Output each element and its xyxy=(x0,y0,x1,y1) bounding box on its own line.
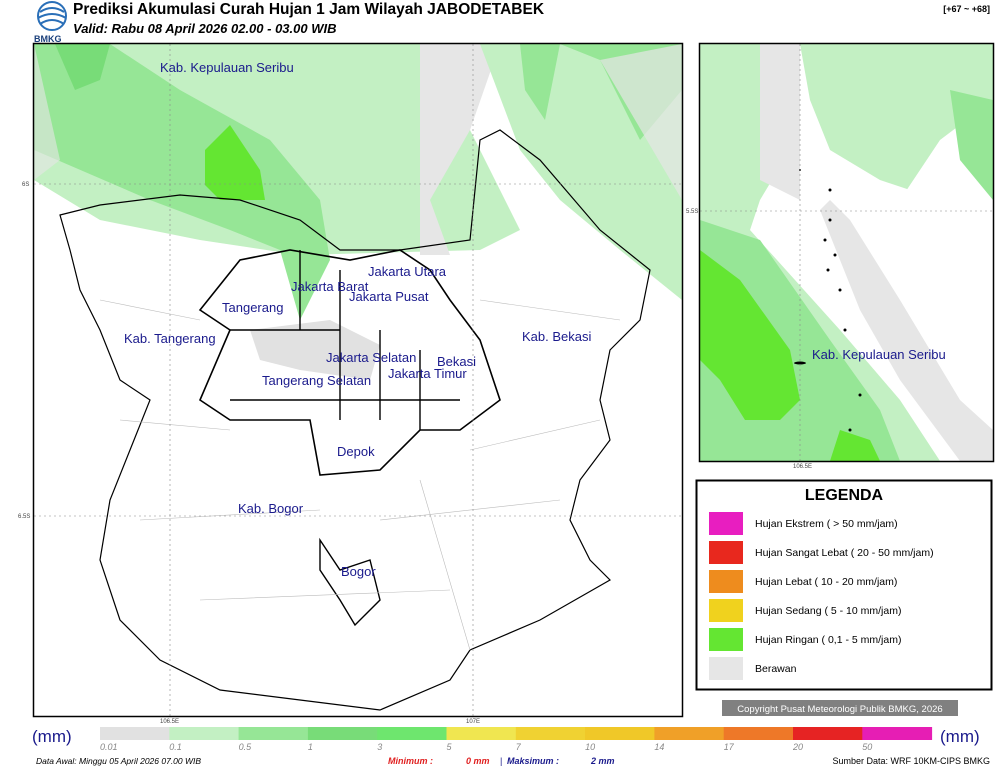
region-label: Jakarta Pusat xyxy=(349,289,429,304)
valid-time: Valid: Rabu 08 April 2026 02.00 - 03.00 … xyxy=(73,21,336,36)
colorbar-segment xyxy=(654,727,725,740)
colorbar-segment xyxy=(793,727,863,740)
region-label: Jakarta Utara xyxy=(368,264,447,279)
legend-swatch xyxy=(709,628,743,651)
legend-title: LEGENDA xyxy=(805,487,884,504)
colorbar-tick: 0.1 xyxy=(169,742,182,752)
region-label: Jakarta Timur xyxy=(388,366,467,381)
colorbar-segment xyxy=(585,727,655,740)
colorbar-tick: 50 xyxy=(862,742,872,752)
lon-tick: 106.5E xyxy=(160,719,179,725)
inset-frame xyxy=(698,42,995,463)
region-label: Jakarta Barat xyxy=(291,279,369,294)
logo: BMKG xyxy=(34,1,67,44)
legend-box xyxy=(695,479,993,691)
lat-tick: 5.5S xyxy=(686,209,698,215)
region-label: Kab. Kepulauan Seribu xyxy=(160,60,294,75)
region-label: Jakarta Selatan xyxy=(326,350,416,365)
colorbar-segment xyxy=(238,727,309,740)
region-label: Kab. Tangerang xyxy=(124,331,216,346)
lon-tick: 106.5E xyxy=(793,464,812,470)
region-label: Bogor xyxy=(341,564,376,579)
max-label: Maksimum : xyxy=(507,756,559,766)
region-label: Bekasi xyxy=(437,354,476,369)
colorbar-segment xyxy=(377,727,447,740)
colorbar-tick: 5 xyxy=(447,742,453,752)
colorbar-tick: 7 xyxy=(516,742,522,752)
copyright: Copyright Pusat Meteorologi Publik BMKG,… xyxy=(737,704,942,715)
colorbar-segment xyxy=(723,727,794,740)
logo-text: BMKG xyxy=(34,34,62,44)
colorbar-segment xyxy=(862,727,933,740)
region-label: Depok xyxy=(337,444,375,459)
legend-label: Hujan Lebat ( 10 - 20 mm/jam) xyxy=(755,576,897,588)
data-awal: Data Awal: Minggu 05 April 2026 07.00 WI… xyxy=(36,756,201,766)
colorbar-unit: (mm) xyxy=(940,727,980,746)
lat-tick: 6S xyxy=(22,182,29,188)
lat-tick: 6.5S xyxy=(18,514,30,520)
colorbar-segment xyxy=(515,727,586,740)
region-label: Kab. Bekasi xyxy=(522,329,591,344)
copyright-box xyxy=(722,700,958,716)
colorbar-tick: 1 xyxy=(308,742,313,752)
legend-swatch xyxy=(709,657,743,680)
colorbar-segment xyxy=(100,727,170,740)
colorbar-tick: 3 xyxy=(377,742,382,752)
region-label: Kab. Kepulauan Seribu xyxy=(812,347,946,362)
legend-swatch xyxy=(709,512,743,535)
region-label: Tangerang Selatan xyxy=(262,373,371,388)
inset-map: Kab. Kepulauan Seribu xyxy=(700,44,993,461)
source: Sumber Data: WRF 10KM-CIPS BMKG xyxy=(832,756,990,766)
legend-label: Berawan xyxy=(755,663,797,675)
colorbar-tick: 17 xyxy=(724,742,735,752)
colorbar-segment xyxy=(446,727,517,740)
main-map: Kab. Kepulauan Seribu Jakarta Utara Jaka… xyxy=(34,44,682,716)
max-value: 2 mm xyxy=(590,756,615,766)
legend-label: Hujan Ringan ( 0,1 - 5 mm/jam) xyxy=(755,634,901,646)
legend-swatch xyxy=(709,541,743,564)
legend-label: Hujan Ekstrem ( > 50 mm/jam) xyxy=(755,518,898,530)
colorbar-tick: 10 xyxy=(585,742,595,752)
legend-swatch xyxy=(709,570,743,593)
legend-label: Hujan Sedang ( 5 - 10 mm/jam) xyxy=(755,605,901,617)
colorbar-segment xyxy=(169,727,240,740)
min-label: Minimum : xyxy=(388,756,433,766)
region-label: Tangerang xyxy=(222,300,283,315)
colorbar-tick: 14 xyxy=(654,742,664,752)
colorbar-unit: (mm) xyxy=(32,727,72,746)
colorbar-segment xyxy=(307,727,378,740)
region-label: Kab. Bogor xyxy=(238,501,304,516)
separator: | xyxy=(500,756,502,766)
colorbar-tick: 0.01 xyxy=(100,742,118,752)
colorbar-tick: 0.5 xyxy=(239,742,253,752)
legend-label: Hujan Sangat Lebat ( 20 - 50 mm/jam) xyxy=(755,547,934,559)
legend-swatch xyxy=(709,599,743,622)
colorbar-tick: 20 xyxy=(792,742,803,752)
title: Prediksi Akumulasi Curah Hujan 1 Jam Wil… xyxy=(73,1,545,18)
step: [+67 ~ +68] xyxy=(943,4,990,14)
map-frame xyxy=(32,42,684,718)
min-value: 0 mm xyxy=(466,756,490,766)
lon-tick: 107E xyxy=(466,719,480,725)
